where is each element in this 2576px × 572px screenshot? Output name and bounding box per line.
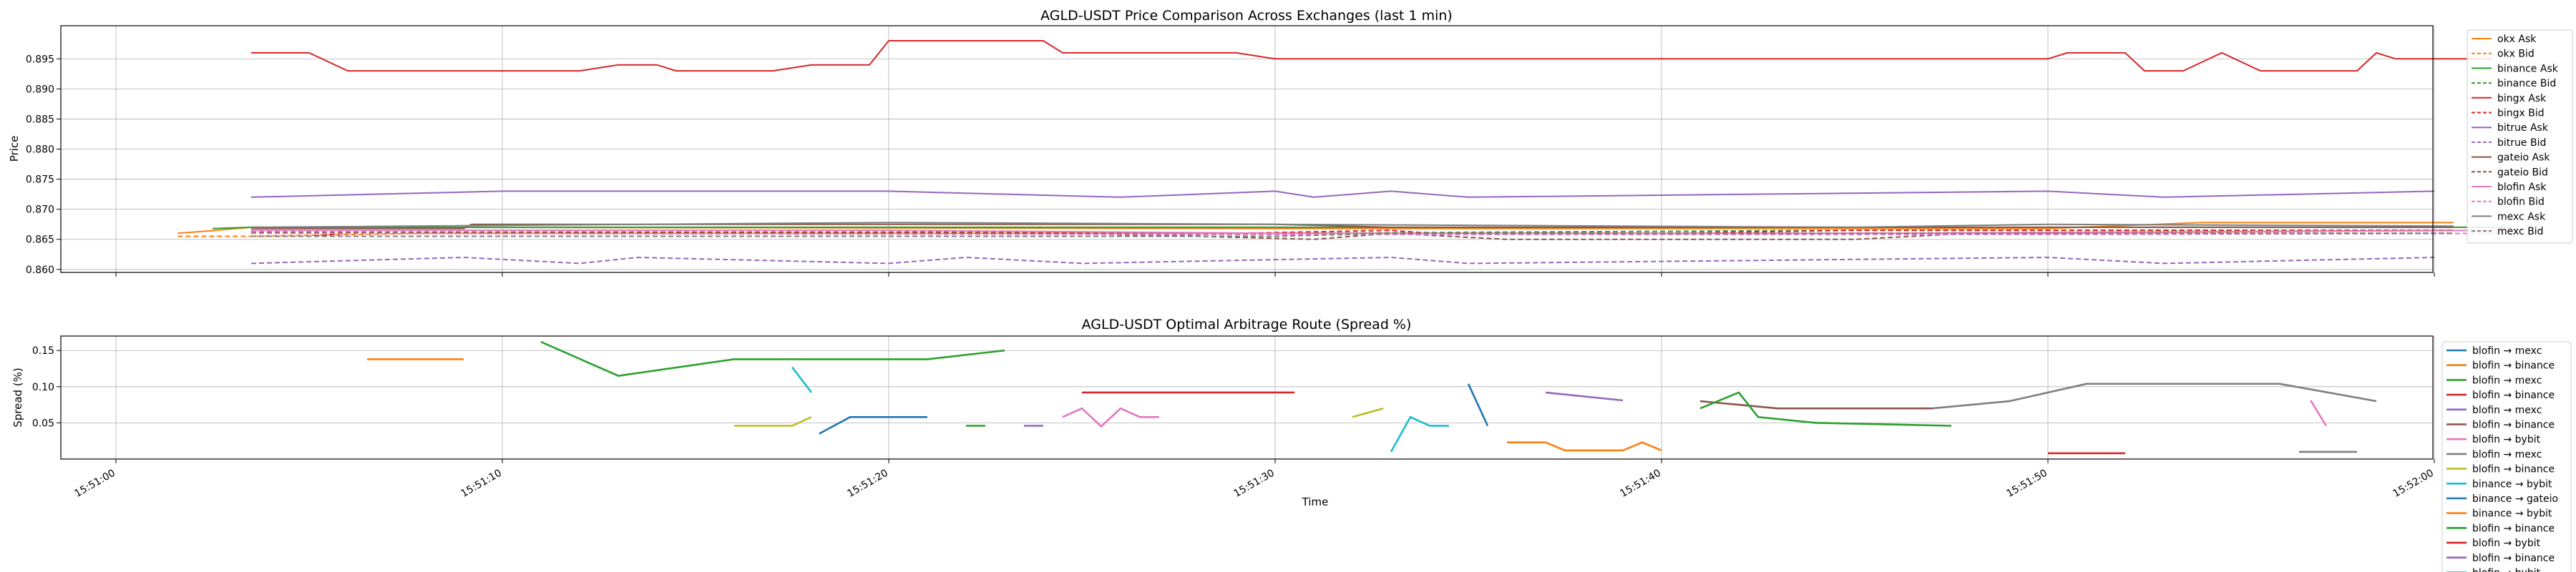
price-legend: okx Ask okx Bid binance Ask binance Bid bing… [2467,29,2573,244]
legend-entry: blofin → binance [2472,523,2555,534]
legend-entry: bingx Ask [2497,93,2547,104]
spread-chart-grid [61,336,2435,459]
spread-y-ticks: 0.05 0.10 0.15 [32,345,61,429]
series-line [1352,407,1384,418]
legend-entry: blofin Bid [2497,197,2545,208]
y-tick-label: 0.05 [32,418,54,429]
series-line [1699,391,1952,427]
legend-entry: blofin → bybit [2472,434,2541,445]
legend-entry: blofin → binance [2472,390,2555,401]
series-line [251,232,2454,237]
price-chart-title: AGLD-USDT Price Comparison Across Exchan… [1040,8,1453,24]
price-x-ticks [115,272,2435,277]
legend-entry: binance → bybit [2472,508,2552,520]
price-y-axis-label: Price [8,136,21,162]
series-line [540,340,1005,377]
series-line [1545,391,1624,402]
series-line [1390,415,1449,453]
legend-entry: gateio Ask [2497,152,2550,164]
y-tick-label: 0.865 [26,235,54,246]
legend-entry: binance Bid [2497,78,2556,89]
x-tick-label: 15:51:40 [1619,468,1663,500]
series-line [819,415,927,435]
legend-entry: blofin → mexc [2472,345,2542,357]
spread-chart-title: AGLD-USDT Optimal Arbitrage Route (Sprea… [1082,317,1412,332]
legend-entry: bitrue Bid [2497,137,2546,149]
legend-entry: blofin → binance [2472,420,2555,431]
y-tick-label: 0.870 [26,204,54,216]
spread-x-ticks: 15:51:00 15:51:10 15:51:20 15:51:30 15:51:40… [73,459,2436,500]
legend-entry: okx Bid [2497,49,2534,60]
legend-entry: blofin → mexc [2472,405,2542,416]
legend-entry: blofin → binance [2472,464,2555,475]
series-line [251,230,2512,235]
y-tick-label: 0.10 [32,382,54,393]
legend-entry: bingx Bid [2497,108,2545,119]
legend-entry: mexc Ask [2497,211,2546,222]
legend-entry: bitrue Ask [2497,122,2549,134]
x-tick-label: 15:51:30 [1232,468,1277,500]
series-line [1931,383,2377,410]
legend-entry: blofin → bybit [2472,568,2541,572]
series-line [1062,407,1159,428]
spread-chart-lines [367,340,2377,455]
legend-entry: gateio Bid [2497,167,2548,178]
x-axis-label: Time [1302,495,1329,508]
legend-entry: binance → bybit [2472,478,2552,490]
series-line [250,190,2435,198]
y-tick-label: 0.15 [32,345,54,357]
x-tick-label: 15:51:20 [846,468,890,500]
x-tick-label: 15:52:00 [2391,468,2436,500]
legend-entry: blofin Ask [2497,182,2547,193]
legend-entry: binance → gateio [2472,493,2558,505]
price-chart-lines [177,40,2512,265]
price-chart-grid [61,26,2435,272]
x-tick-label: 15:51:50 [2005,468,2049,500]
legend-entry: binance Ask [2497,63,2559,74]
price-y-ticks: 0.860 0.865 0.870 0.875 0.880 0.885 0.890 0.895 [26,54,61,276]
legend-entry: blofin → binance [2472,553,2555,564]
x-tick-label: 15:51:10 [459,468,504,500]
series-line [251,231,2454,240]
legend-entry: mexc Bid [2497,226,2544,237]
series-line [250,256,2435,265]
y-tick-label: 0.885 [26,114,54,125]
series-line [2310,400,2327,427]
legend-entry: blofin → binance [2472,360,2555,372]
y-tick-label: 0.860 [26,265,54,276]
legend-entry: okx Ask [2497,34,2537,45]
series-line [251,40,2492,72]
series-line [791,366,813,393]
series-line [1507,441,1662,452]
legend-box [2441,341,2572,572]
legend-entry: blofin → mexc [2472,375,2542,386]
legend-entry: blofin → mexc [2472,449,2542,460]
spread-chart-frame [60,335,2434,460]
spread-legend: blofin → mexc blofin → binance blofin → me… [2441,341,2572,572]
series-line [250,232,2512,235]
legend-box [2467,29,2573,244]
series-line [1699,400,1932,410]
legend-entry: blofin → bybit [2472,538,2541,549]
y-tick-label: 0.895 [26,54,54,65]
y-tick-label: 0.880 [26,144,54,156]
series-line [250,222,2454,228]
spread-y-axis-label: Spread (%) [11,368,24,428]
y-tick-label: 0.875 [26,174,54,186]
x-tick-label: 15:51:00 [73,468,117,500]
series-line [734,416,812,427]
series-line [1467,383,1489,427]
y-tick-label: 0.890 [26,84,54,95]
